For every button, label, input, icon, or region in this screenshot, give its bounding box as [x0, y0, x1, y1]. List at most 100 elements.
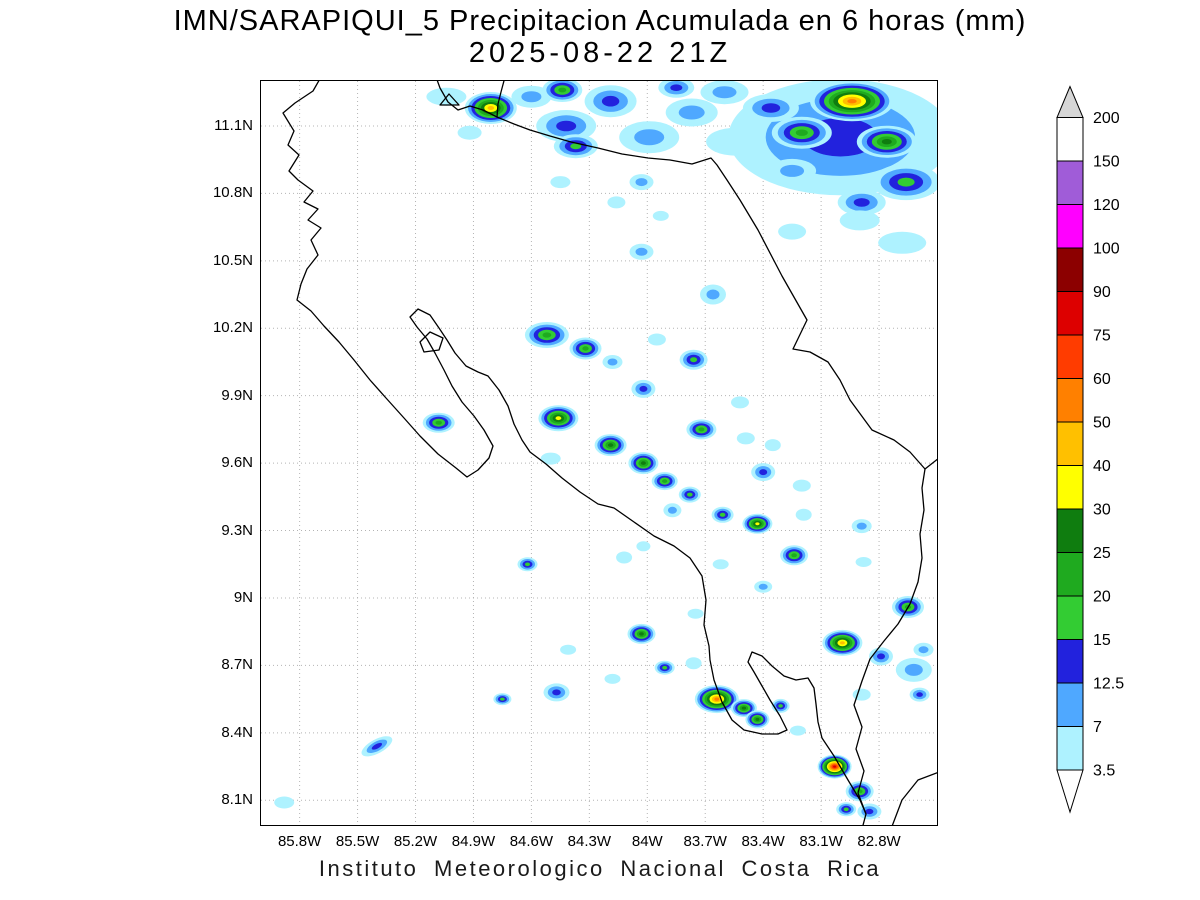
x-tick-label: 85.5W	[335, 833, 380, 850]
precipitation-layer	[274, 81, 937, 820]
precip-cell	[795, 129, 808, 136]
colorbar-segment	[1056, 682, 1084, 727]
precip-cell	[525, 562, 530, 567]
colorbar-label: 200	[1093, 110, 1120, 127]
colorbar-arrow-down-icon	[1056, 769, 1084, 814]
gulf-estuary-island	[419, 331, 444, 353]
precip-cell	[698, 427, 705, 432]
precip-cell	[678, 105, 705, 120]
precip-cell	[636, 541, 651, 552]
precip-cell	[371, 742, 383, 750]
y-tick-label: 9N	[233, 588, 253, 606]
colorbar-segment	[1056, 595, 1084, 640]
precip-cell	[904, 663, 923, 676]
coastline-layer	[282, 81, 937, 825]
precip-cell	[556, 120, 577, 132]
y-tick-label: 10.8N	[212, 184, 253, 202]
x-tick-label: 85.2W	[393, 833, 438, 850]
y-tick-label: 9.3N	[221, 521, 253, 539]
colorbar-label: 3.5	[1093, 763, 1115, 780]
precip-cell	[635, 178, 648, 187]
y-tick-label: 10.5N	[212, 251, 253, 269]
x-tick-label: 84W	[631, 833, 663, 850]
x-tick-label: 85.8W	[277, 833, 322, 850]
precip-cell	[755, 717, 760, 721]
precip-cell	[712, 86, 737, 99]
colorbar-segment	[1056, 465, 1084, 510]
colorbar-segment	[1056, 204, 1084, 249]
chart-subtitle: 2025-08-22 21Z	[468, 37, 732, 69]
colorbar-label: 90	[1093, 284, 1111, 301]
colorbar-label: 50	[1093, 415, 1111, 432]
precip-cell	[731, 396, 749, 409]
colorbar-segment	[1056, 334, 1084, 379]
precip-cell	[878, 231, 927, 254]
colorbar-label: 15	[1093, 632, 1111, 649]
colorbar-label: 40	[1093, 458, 1111, 475]
precip-cell	[500, 697, 505, 701]
colorbar-label: 100	[1093, 241, 1120, 258]
precip-cell	[795, 508, 812, 521]
x-tick-label: 83.7W	[683, 833, 727, 850]
precip-cell	[789, 725, 806, 736]
precip-cell	[607, 443, 614, 447]
precip-cell	[570, 143, 582, 150]
precip-cell	[792, 479, 811, 492]
precip-cell	[714, 697, 720, 701]
precip-cell	[764, 439, 781, 452]
precip-cell	[881, 139, 892, 145]
panama-coastline	[891, 772, 937, 825]
y-tick-label: 9.6N	[221, 454, 253, 472]
precip-cell	[778, 223, 807, 240]
precip-cell	[435, 420, 442, 425]
colorbar-segment	[1056, 291, 1084, 336]
y-tick-label: 11.1N	[214, 116, 253, 134]
colorbar-label: 120	[1093, 197, 1120, 214]
precip-cell	[457, 125, 482, 140]
colorbar-arrow-up-icon	[1056, 85, 1084, 118]
precip-cell	[761, 103, 781, 113]
precip-cell	[847, 99, 857, 104]
precip-cell	[555, 416, 562, 421]
precip-cell	[918, 646, 929, 654]
precip-cell	[706, 289, 720, 300]
precip-cell	[706, 127, 767, 156]
y-tick-label: 10.2N	[212, 319, 253, 337]
caribbean-coast-and-north-border	[436, 81, 937, 470]
precip-cell	[791, 553, 797, 558]
precip-cell	[687, 608, 704, 619]
lake-island	[439, 93, 460, 106]
map-plot: 85.8W 85.5W 85.2W 84.9W 84.6W 84.3W 84W 83.7W 83…	[213, 80, 938, 850]
precip-cell	[552, 689, 561, 696]
map-canvas	[261, 81, 937, 825]
precip-cell	[839, 641, 845, 645]
x-tick-label: 84.6W	[509, 833, 554, 850]
x-tick-label: 84.3W	[567, 833, 611, 850]
x-tick-label: 83.1W	[799, 833, 843, 850]
precip-cell	[865, 808, 874, 815]
y-tick-label: 8.1N	[221, 791, 253, 809]
colorbar-label: 25	[1093, 545, 1111, 562]
precip-cell	[550, 176, 571, 189]
precip-cell	[487, 106, 495, 110]
precip-cell	[856, 522, 867, 530]
precip-cell	[662, 665, 668, 670]
colorbar-label: 30	[1093, 502, 1111, 519]
precip-cell	[839, 210, 880, 231]
footer-credit: Instituto Meteorologico Nacional Costa R…	[318, 856, 882, 881]
precip-cell	[540, 452, 561, 465]
precip-cell	[843, 807, 849, 812]
precip-cell	[604, 673, 621, 684]
precip-cell	[607, 196, 626, 209]
colorbar-segment	[1056, 726, 1084, 771]
pacific-coastline	[282, 81, 867, 825]
colorbar-label: 12.5	[1093, 676, 1124, 693]
precip-cell	[639, 385, 648, 392]
precip-cell	[639, 632, 644, 636]
y-tick-label: 8.7N	[221, 656, 253, 674]
precip-cell	[662, 479, 668, 483]
precip-cell	[634, 129, 665, 146]
colorbar-label: 20	[1093, 589, 1111, 606]
colorbar-segment	[1056, 552, 1084, 597]
colorbar-segment	[1056, 117, 1084, 162]
